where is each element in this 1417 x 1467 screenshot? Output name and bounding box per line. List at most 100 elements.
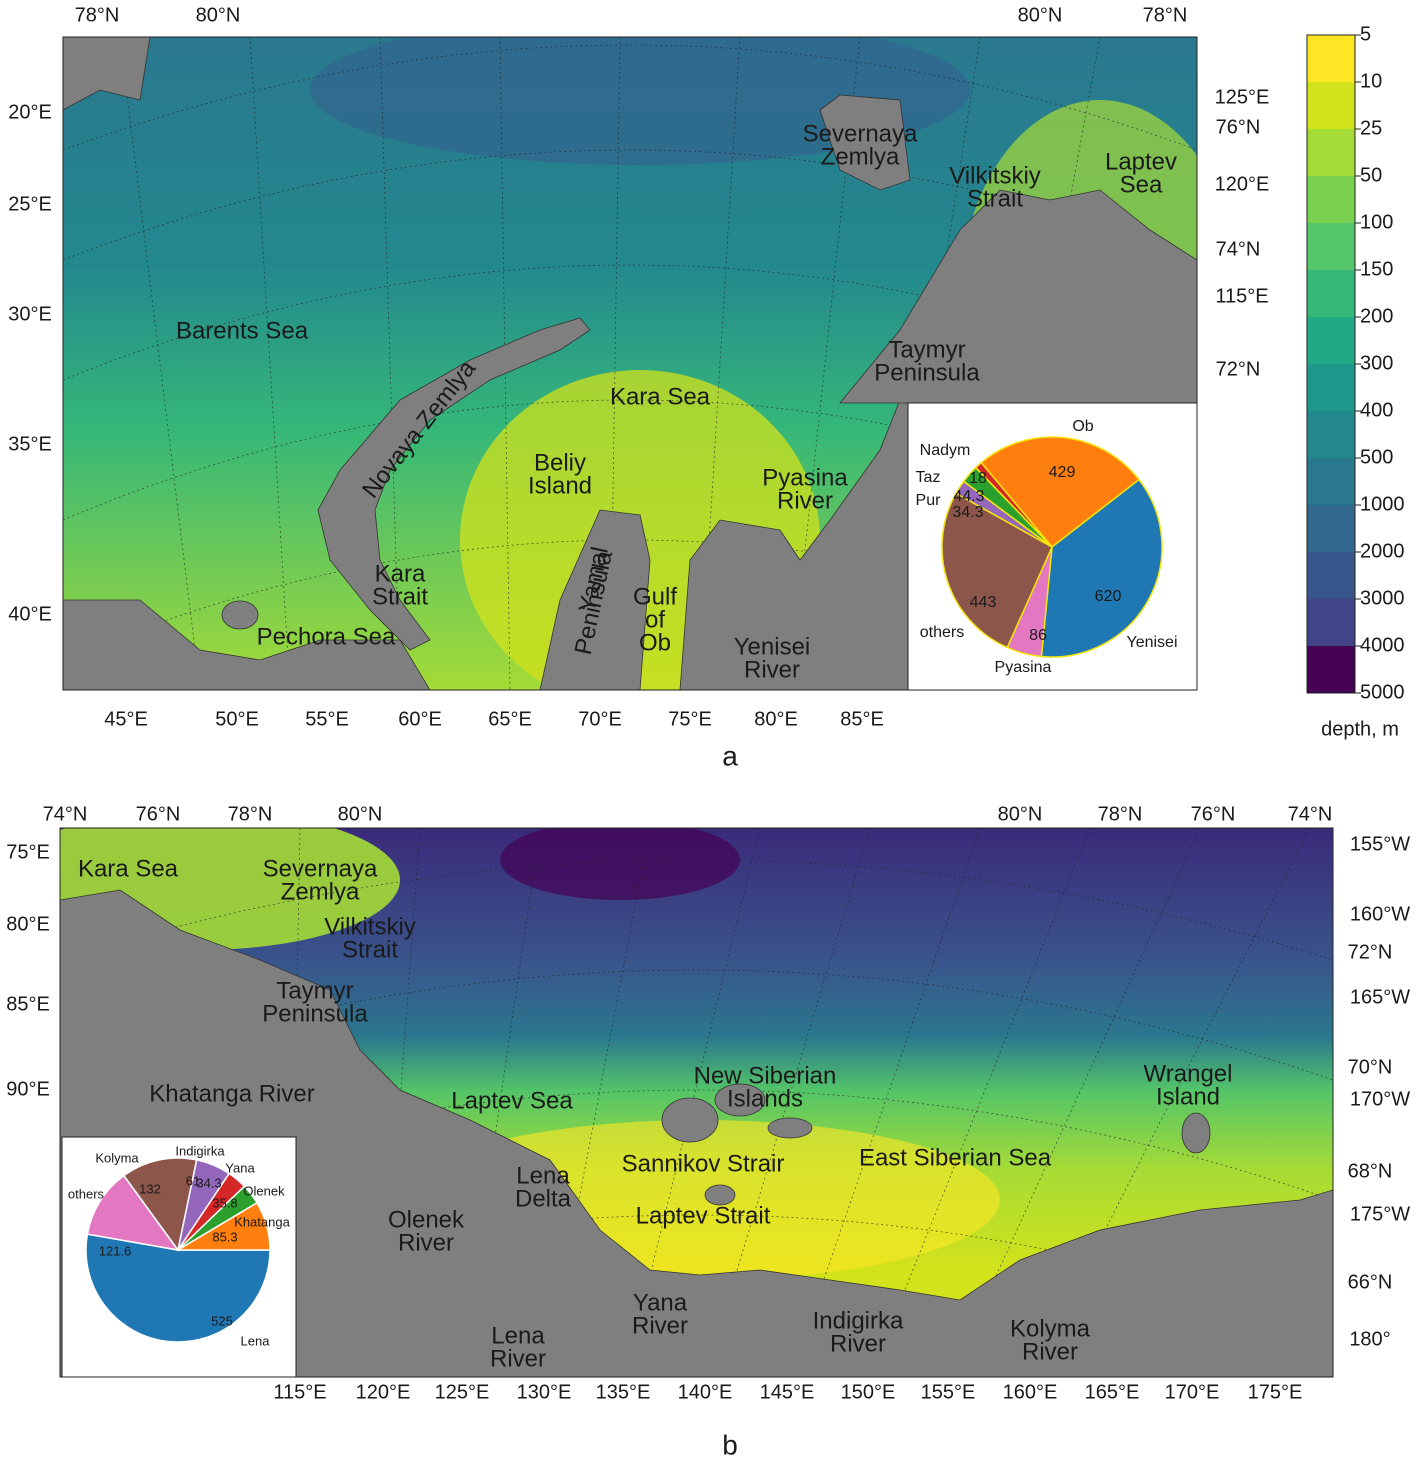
pie-slice — [85, 1233, 271, 1343]
map-frame — [62, 36, 1198, 691]
colorbar-band — [1307, 646, 1355, 694]
place-name: Sannikov Strair — [622, 1150, 785, 1177]
colorbar-tick-label: 100 — [1360, 211, 1393, 233]
lon-label: 25°E — [8, 193, 52, 215]
lon-label: 55°E — [305, 708, 349, 730]
land — [1181, 1112, 1211, 1154]
place-name: Pyasina — [762, 464, 848, 491]
place-name: River — [777, 487, 833, 514]
lon-label: 45°E — [104, 708, 148, 730]
graticule-label: 76°N — [1216, 116, 1261, 138]
graticule-label: 180° — [1349, 1328, 1390, 1350]
graticule-label: 170°W — [1350, 1088, 1410, 1110]
lon-label: 120°E — [356, 1381, 411, 1403]
graticule-label: 115°E — [1215, 285, 1268, 307]
lon-label: 65°E — [488, 708, 532, 730]
colorbar-band — [1307, 82, 1355, 130]
pie-value-label: 34.3 — [196, 1175, 221, 1190]
land — [767, 1117, 813, 1139]
colorbar-tick-label: 150 — [1360, 258, 1393, 280]
place-name: East Siberian Sea — [859, 1144, 1052, 1171]
pie-name-label: Yana — [225, 1160, 255, 1175]
colorbar-band — [1307, 270, 1355, 318]
place-name: Zemlya — [821, 143, 900, 170]
graticule — [60, 859, 1333, 1331]
lat-label: 78°N — [228, 803, 273, 825]
colorbar-label: depth, m — [1321, 718, 1399, 740]
lon-label: 75°E — [668, 708, 712, 730]
lon-label: 50°E — [215, 708, 259, 730]
land — [839, 189, 1197, 404]
graticule-label: 165°W — [1350, 986, 1410, 1008]
colorbar-band — [1307, 552, 1355, 600]
colorbar-tick-label: 10 — [1360, 70, 1382, 92]
pie-name-label: others — [920, 624, 964, 641]
lon-label: 80°E — [754, 708, 798, 730]
lat-label: 78°N — [1098, 803, 1143, 825]
lon-label: 35°E — [8, 433, 52, 455]
lon-label: 75°E — [6, 841, 50, 863]
panel-label: b — [722, 1429, 738, 1460]
place-name: Peninsula — [262, 1000, 368, 1027]
lat-label: 80°N — [196, 4, 241, 26]
place-name: Strait — [342, 936, 398, 963]
pie-name-label: Nadym — [920, 442, 971, 459]
place-name: Sea — [1120, 171, 1163, 198]
lat-label: 78°N — [1143, 4, 1188, 26]
place-name: Taymyr — [276, 977, 353, 1004]
lon-label: 170°E — [1165, 1381, 1220, 1403]
pie-name-label: others — [68, 1186, 105, 1201]
place-name: Island — [1156, 1083, 1220, 1110]
colorbar-band — [1307, 599, 1355, 647]
lon-label: 30°E — [8, 303, 52, 325]
place-name: Islands — [727, 1085, 803, 1112]
panel-label: a — [722, 740, 738, 771]
place-name: Kara — [375, 560, 426, 587]
pie-value-label: 620 — [1095, 588, 1122, 605]
graticule-label: 66°N — [1348, 1271, 1393, 1293]
lon-label: 150°E — [841, 1381, 896, 1403]
lon-label: 80°E — [6, 913, 50, 935]
pie-value-label: 121.6 — [99, 1243, 132, 1258]
place-name: Lena — [516, 1162, 570, 1189]
pie-name-label: Kolyma — [95, 1150, 139, 1165]
pie-value-label: 443 — [970, 594, 997, 611]
lon-label: 140°E — [678, 1381, 733, 1403]
graticule-label: 120°E — [1215, 173, 1270, 195]
place-name: Vilkitskiy — [324, 913, 416, 940]
colorbar-band — [1307, 317, 1355, 365]
place-name: Peninsula — [874, 359, 980, 386]
graticule-label: 74°N — [1216, 238, 1261, 260]
lon-label: 90°E — [6, 1078, 50, 1100]
pie-slice — [86, 1174, 180, 1252]
graticule-label: 72°N — [1348, 941, 1393, 963]
place-name: River — [830, 1330, 886, 1357]
lon-label: 145°E — [760, 1381, 815, 1403]
pie-value-label: 35.8 — [212, 1195, 237, 1210]
place-name: Yana — [633, 1289, 688, 1316]
deep-water — [500, 828, 740, 900]
pie-name-label: Indigirka — [175, 1143, 225, 1158]
place-name: Zemlya — [281, 878, 360, 905]
graticule — [63, 44, 1197, 661]
graticule-label: 175°W — [1350, 1203, 1410, 1225]
place-name: Barents Sea — [176, 317, 309, 344]
colorbar-tick-label: 1000 — [1360, 493, 1405, 515]
place-name: Yenisei — [734, 633, 811, 660]
pie-slice — [122, 1157, 198, 1252]
colorbar-tick-label: 5 — [1360, 23, 1371, 45]
place-name: River — [490, 1345, 546, 1372]
colorbar-band — [1307, 364, 1355, 412]
place-name: Beliy — [534, 449, 586, 476]
lon-label: 160°E — [1003, 1381, 1058, 1403]
graticule-label: 70°N — [1348, 1056, 1393, 1078]
lat-label: 80°N — [998, 803, 1043, 825]
place-name: Severnaya — [803, 120, 918, 147]
place-name: River — [1022, 1338, 1078, 1365]
lon-label: 135°E — [596, 1381, 651, 1403]
colorbar-band — [1307, 458, 1355, 506]
pie-value-label: 525 — [211, 1313, 233, 1328]
lat-label: 80°N — [1018, 4, 1063, 26]
colorbar-band — [1307, 129, 1355, 177]
place-name: Pechora Sea — [257, 623, 396, 650]
